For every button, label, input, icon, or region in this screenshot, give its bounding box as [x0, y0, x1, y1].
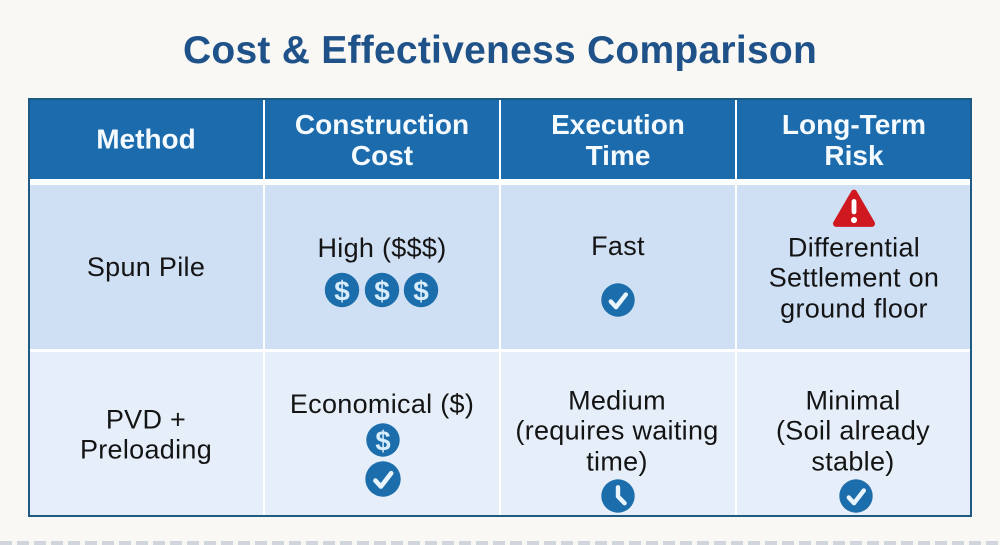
svg-text:$: $: [375, 425, 390, 456]
svg-text:$: $: [374, 276, 390, 307]
svg-text:$: $: [413, 276, 429, 307]
svg-text:$: $: [334, 276, 350, 307]
